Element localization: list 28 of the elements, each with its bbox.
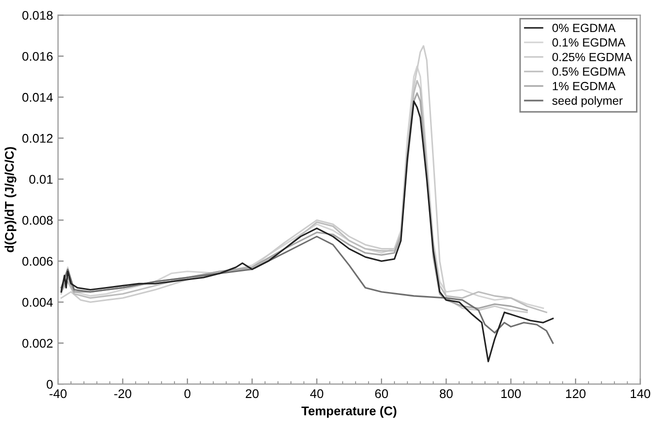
x-tick-label: 140 [630, 389, 650, 398]
y-tick-label: 0.004 [22, 298, 53, 307]
legend-label: 0.5% EGDMA [552, 67, 626, 76]
x-tick-label: 40 [310, 389, 324, 398]
y-tick-label: 0.002 [22, 338, 53, 348]
x-tick-label: 100 [501, 389, 521, 398]
x-tick-label: 60 [375, 389, 388, 398]
x-tick-label: 80 [440, 389, 453, 398]
x-tick-label: 20 [246, 389, 259, 398]
legend-label: 0% EGDMA [552, 24, 616, 32]
y-tick-label: 0.01 [29, 174, 53, 184]
x-tick-label: 120 [566, 389, 586, 398]
x-axis-title: Temperature (C) [301, 406, 396, 418]
y-tick-label: 0.016 [22, 52, 53, 61]
y-tick-label: 0.012 [22, 134, 53, 143]
y-tick-label: 0.018 [22, 10, 53, 20]
y-tick-label: 0.006 [22, 256, 53, 266]
y-tick-label: 0.008 [22, 216, 53, 225]
x-tick-label: 0 [184, 389, 190, 398]
legend-label: 0.1% EGDMA [552, 38, 626, 47]
x-tick-label: -40 [50, 389, 67, 398]
y-axis-title: d(Cp)/dT (J/g/C/C) [4, 147, 16, 252]
y-tick-label: 0.014 [22, 92, 53, 102]
legend-label: seed polymer [552, 96, 623, 108]
x-tick-label: -20 [114, 389, 132, 398]
legend-label: 1% EGDMA [552, 82, 616, 90]
y-tick-label: 0 [46, 380, 53, 389]
legend-label: 0.25% EGDMA [552, 52, 632, 62]
